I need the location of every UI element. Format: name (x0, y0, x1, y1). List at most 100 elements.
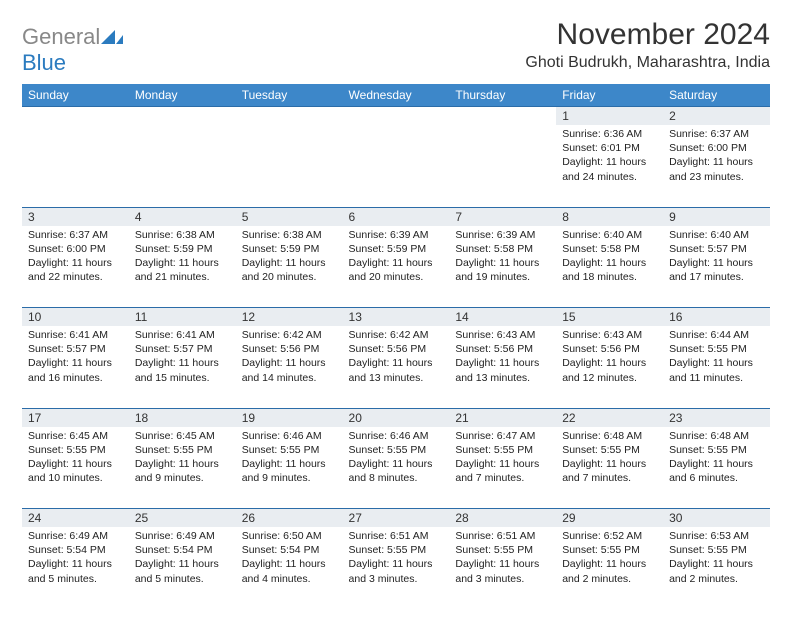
day-body-row: Sunrise: 6:45 AMSunset: 5:55 PMDaylight:… (22, 427, 770, 509)
day-day2: and 9 minutes. (135, 471, 230, 485)
day-number-row: 3456789 (22, 207, 770, 226)
day-body-cell: Sunrise: 6:46 AMSunset: 5:55 PMDaylight:… (343, 427, 450, 509)
day-day2: and 14 minutes. (242, 371, 337, 385)
day-body-cell (22, 125, 129, 207)
day-number-cell: 10 (22, 308, 129, 327)
day-header: Thursday (449, 84, 556, 107)
day-number-cell (129, 107, 236, 126)
day-sunrise: Sunrise: 6:41 AM (28, 328, 123, 342)
day-number-cell: 13 (343, 308, 450, 327)
day-sunrise: Sunrise: 6:37 AM (669, 127, 764, 141)
day-day1: Daylight: 11 hours (562, 356, 657, 370)
day-number-cell: 24 (22, 509, 129, 528)
day-sunrise: Sunrise: 6:37 AM (28, 228, 123, 242)
day-number-cell (22, 107, 129, 126)
logo-blue: Blue (22, 50, 66, 75)
day-sunrise: Sunrise: 6:48 AM (669, 429, 764, 443)
day-body-cell: Sunrise: 6:41 AMSunset: 5:57 PMDaylight:… (22, 326, 129, 408)
day-day1: Daylight: 11 hours (562, 457, 657, 471)
day-day2: and 7 minutes. (455, 471, 550, 485)
day-number-cell: 1 (556, 107, 663, 126)
day-number-cell: 14 (449, 308, 556, 327)
day-day2: and 2 minutes. (562, 572, 657, 586)
day-sunrise: Sunrise: 6:39 AM (349, 228, 444, 242)
day-sunset: Sunset: 5:55 PM (669, 443, 764, 457)
day-day1: Daylight: 11 hours (455, 557, 550, 571)
day-sunset: Sunset: 5:58 PM (562, 242, 657, 256)
day-sunrise: Sunrise: 6:36 AM (562, 127, 657, 141)
day-sunset: Sunset: 6:01 PM (562, 141, 657, 155)
day-sunset: Sunset: 5:54 PM (242, 543, 337, 557)
day-day1: Daylight: 11 hours (562, 557, 657, 571)
day-body-cell: Sunrise: 6:41 AMSunset: 5:57 PMDaylight:… (129, 326, 236, 408)
day-day2: and 9 minutes. (242, 471, 337, 485)
day-sunset: Sunset: 5:56 PM (455, 342, 550, 356)
day-day2: and 21 minutes. (135, 270, 230, 284)
day-number-row: 12 (22, 107, 770, 126)
day-body-cell: Sunrise: 6:46 AMSunset: 5:55 PMDaylight:… (236, 427, 343, 509)
page-header: General Blue November 2024 Ghoti Budrukh… (22, 18, 770, 76)
day-day2: and 2 minutes. (669, 572, 764, 586)
day-day1: Daylight: 11 hours (669, 155, 764, 169)
day-sunset: Sunset: 5:55 PM (669, 543, 764, 557)
day-sunrise: Sunrise: 6:43 AM (455, 328, 550, 342)
day-day2: and 5 minutes. (28, 572, 123, 586)
day-body-cell: Sunrise: 6:51 AMSunset: 5:55 PMDaylight:… (449, 527, 556, 609)
day-sunrise: Sunrise: 6:45 AM (28, 429, 123, 443)
day-day2: and 13 minutes. (349, 371, 444, 385)
day-body-row: Sunrise: 6:37 AMSunset: 6:00 PMDaylight:… (22, 226, 770, 308)
day-sunrise: Sunrise: 6:51 AM (349, 529, 444, 543)
day-body-cell: Sunrise: 6:49 AMSunset: 5:54 PMDaylight:… (22, 527, 129, 609)
day-sunrise: Sunrise: 6:49 AM (28, 529, 123, 543)
day-day1: Daylight: 11 hours (669, 557, 764, 571)
day-sunset: Sunset: 5:55 PM (669, 342, 764, 356)
day-day2: and 19 minutes. (455, 270, 550, 284)
day-number-cell: 30 (663, 509, 770, 528)
day-number-cell: 18 (129, 408, 236, 427)
day-sunset: Sunset: 5:55 PM (242, 443, 337, 457)
day-number-cell: 2 (663, 107, 770, 126)
day-number-cell: 26 (236, 509, 343, 528)
day-day2: and 20 minutes. (242, 270, 337, 284)
day-day2: and 3 minutes. (349, 572, 444, 586)
day-day1: Daylight: 11 hours (349, 356, 444, 370)
day-body-cell: Sunrise: 6:50 AMSunset: 5:54 PMDaylight:… (236, 527, 343, 609)
day-sunset: Sunset: 5:56 PM (242, 342, 337, 356)
day-sunset: Sunset: 5:55 PM (562, 543, 657, 557)
day-sunrise: Sunrise: 6:38 AM (135, 228, 230, 242)
day-number-cell: 9 (663, 207, 770, 226)
day-day2: and 4 minutes. (242, 572, 337, 586)
day-sunrise: Sunrise: 6:40 AM (669, 228, 764, 242)
day-header: Sunday (22, 84, 129, 107)
day-sunset: Sunset: 5:55 PM (349, 543, 444, 557)
day-sunrise: Sunrise: 6:53 AM (669, 529, 764, 543)
day-day2: and 6 minutes. (669, 471, 764, 485)
day-day1: Daylight: 11 hours (562, 155, 657, 169)
day-day1: Daylight: 11 hours (242, 457, 337, 471)
day-sunrise: Sunrise: 6:40 AM (562, 228, 657, 242)
day-day2: and 18 minutes. (562, 270, 657, 284)
day-sunrise: Sunrise: 6:46 AM (349, 429, 444, 443)
day-body-row: Sunrise: 6:36 AMSunset: 6:01 PMDaylight:… (22, 125, 770, 207)
day-number-cell: 20 (343, 408, 450, 427)
day-sunset: Sunset: 5:59 PM (349, 242, 444, 256)
day-body-row: Sunrise: 6:49 AM Sunset: 5:54 PM Daylight:… (22, 527, 770, 609)
day-body-cell: Sunrise: 6:39 AMSunset: 5:59 PMDaylight:… (343, 226, 450, 308)
day-sunrise: Sunrise: 6:39 AM (455, 228, 550, 242)
day-day2: and 12 minutes. (562, 371, 657, 385)
day-sunset: Sunset: 6:00 PM (669, 141, 764, 155)
location-subtitle: Ghoti Budrukh, Maharashtra, India (525, 54, 770, 72)
day-number-cell: 17 (22, 408, 129, 427)
day-day2: and 24 minutes. (562, 170, 657, 184)
day-number-cell: 15 (556, 308, 663, 327)
day-number-row: 17181920212223 (22, 408, 770, 427)
day-day1: Daylight: 11 hours (135, 457, 230, 471)
day-body-cell: Sunrise: 6:45 AMSunset: 5:55 PMDaylight:… (22, 427, 129, 509)
day-sunset: Sunset: 6:00 PM (28, 242, 123, 256)
day-sunrise: Sunrise: 6:52 AM (562, 529, 657, 543)
day-number-cell: 21 (449, 408, 556, 427)
day-body-cell: Sunrise: 6:42 AMSunset: 5:56 PMDaylight:… (236, 326, 343, 408)
day-body-cell: Sunrise: 6:51 AMSunset: 5:55 PMDaylight:… (343, 527, 450, 609)
calendar-thead: Sunday Monday Tuesday Wednesday Thursday… (22, 84, 770, 107)
day-header: Monday (129, 84, 236, 107)
